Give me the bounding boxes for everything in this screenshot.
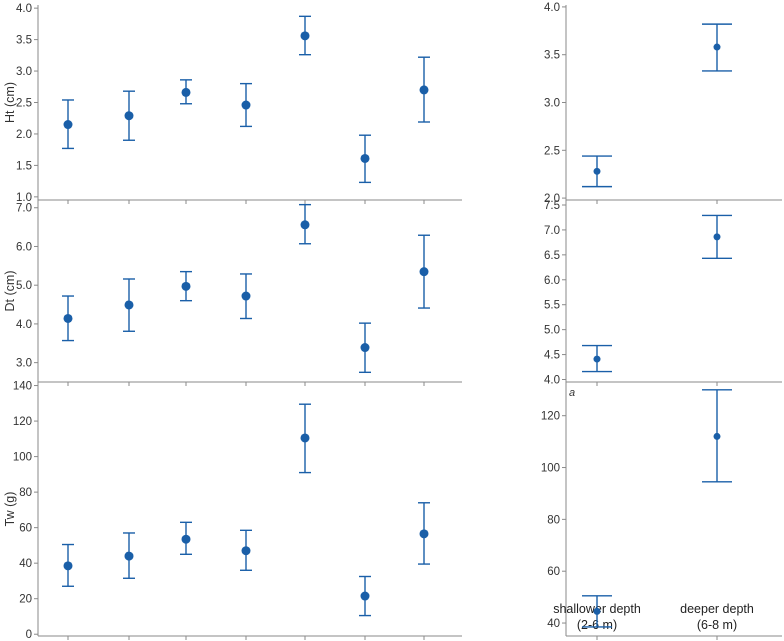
y-tick-label: 120 (541, 411, 560, 423)
data-point (63, 313, 73, 323)
y-tick-label: 0 (26, 629, 32, 641)
y-tick-label: 5.0 (16, 280, 32, 292)
y-tick-label: 7.0 (544, 225, 560, 237)
y-tick-label: 7.0 (16, 203, 32, 215)
y-tick-label: 4.0 (544, 2, 560, 14)
y-tick-label: 2.0 (544, 193, 560, 205)
y-tick-label: 6.5 (544, 250, 560, 262)
y-axis-title: Dt (cm) (3, 271, 17, 312)
y-tick-label: 100 (13, 452, 32, 464)
y-tick-label: 80 (19, 487, 32, 499)
data-point (241, 100, 251, 110)
y-tick-label: 4.0 (544, 375, 560, 387)
y-tick-label: 6.0 (544, 275, 560, 287)
y-tick-label: 2.0 (16, 129, 32, 141)
y-tick-label: 100 (541, 463, 560, 475)
data-point (181, 87, 191, 97)
data-point (124, 111, 134, 121)
data-point (181, 281, 191, 291)
data-point (124, 551, 134, 561)
y-tick-label: 4.0 (16, 319, 32, 331)
y-tick-label: 60 (19, 523, 32, 535)
y-tick-label: 4.5 (544, 350, 560, 362)
y-tick-label: 2.5 (544, 145, 560, 157)
y-tick-label: 7.5 (544, 200, 560, 212)
y-tick-label: 140 (13, 381, 32, 393)
data-point (419, 529, 429, 539)
data-point (593, 167, 601, 175)
data-point (241, 546, 251, 556)
y-tick-label: 40 (19, 558, 32, 570)
data-point (360, 591, 370, 601)
y-tick-label: 3.0 (544, 98, 560, 110)
y-tick-label: 40 (547, 618, 560, 630)
data-point (419, 267, 429, 277)
data-point (300, 220, 310, 230)
y-tick-label: 5.5 (544, 300, 560, 312)
panel-1: 1.0 1.5 2.0 2.5 3.0 3.5 4.0 Ht (cm) (3, 3, 462, 204)
data-point (713, 432, 721, 440)
y-tick-label: 80 (547, 514, 560, 526)
data-point (300, 31, 310, 41)
y-tick-label: 3.5 (16, 35, 32, 47)
panel-letter: a (569, 387, 575, 399)
data-point (593, 607, 601, 615)
data-point (241, 291, 251, 301)
y-tick-label: 3.5 (544, 50, 560, 62)
y-axis-title: Ht (cm) (3, 82, 17, 123)
data-point (360, 153, 370, 163)
y-tick-label: 6.0 (16, 241, 32, 253)
y-tick-label: 20 (19, 594, 32, 606)
x-tick-label: (6-8 m) (697, 618, 737, 632)
data-point (63, 120, 73, 130)
y-tick-label: 5.0 (544, 325, 560, 337)
data-point (63, 561, 73, 571)
y-tick-label: 3.0 (16, 66, 32, 78)
y-tick-label: 2.5 (16, 98, 32, 110)
x-tick-label: deeper depth (680, 602, 754, 616)
y-tick-label: 60 (547, 566, 560, 578)
data-point (713, 43, 721, 51)
y-tick-label: 1.5 (16, 160, 32, 172)
data-point (360, 343, 370, 353)
panel-5: 4.0 4.5 5.0 5.5 6.0 6.5 7.0 7.5 (544, 200, 782, 387)
y-tick-label: 120 (13, 416, 32, 428)
data-point (593, 355, 601, 363)
data-point (181, 534, 191, 544)
y-tick-label: 4.0 (16, 3, 32, 15)
data-point (300, 433, 310, 443)
y-axis-title: Tw (g) (3, 492, 17, 527)
panel-2: 3.0 4.0 5.0 6.0 7.0 Dt (cm) (3, 200, 462, 386)
data-point (419, 85, 429, 95)
y-tick-label: 3.0 (16, 358, 32, 370)
y-tick-label: 1.0 (16, 192, 32, 204)
panel-4: 2.0 2.5 3.0 3.5 4.0 (544, 2, 782, 205)
data-point (713, 233, 721, 241)
data-point (124, 300, 134, 310)
